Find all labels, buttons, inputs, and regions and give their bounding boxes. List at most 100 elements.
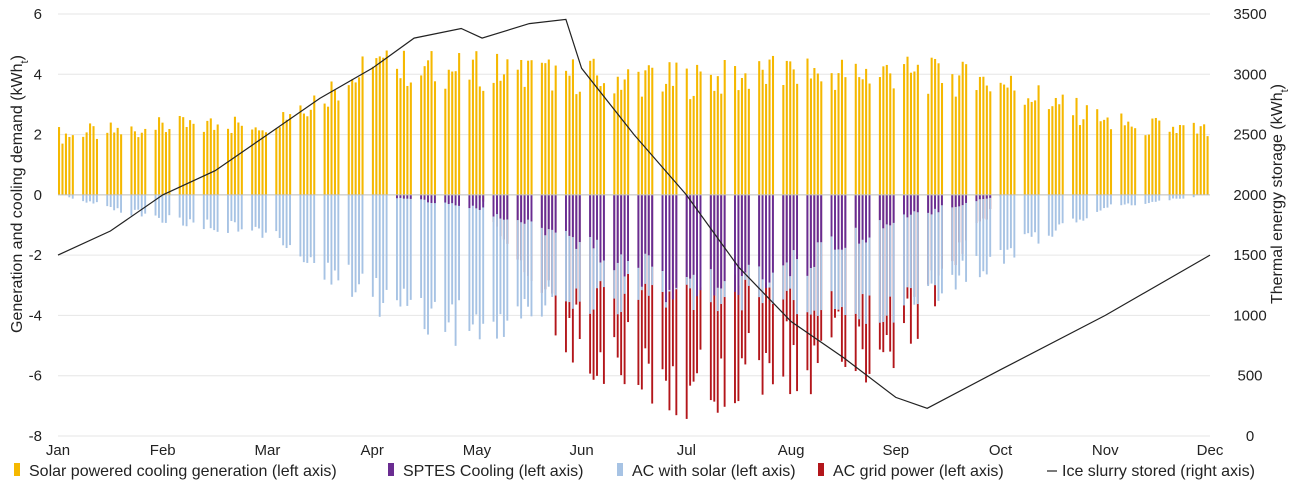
solar-bar <box>520 59 523 195</box>
ac-solar-bar <box>120 194 122 213</box>
legend-swatch <box>14 463 20 476</box>
solar-bar <box>909 72 912 195</box>
solar-bar <box>396 68 399 195</box>
ac-solar-bar <box>982 194 985 272</box>
solar-bar <box>192 123 195 195</box>
solar-bar <box>382 57 385 195</box>
sptes-bar <box>575 194 578 249</box>
sptes-bar <box>571 194 574 238</box>
ac-solar-bar <box>371 194 374 297</box>
ac-solar-bar <box>1182 194 1185 199</box>
ac-solar-bar <box>1109 194 1112 205</box>
solar-bar <box>1182 125 1185 195</box>
ac-solar-bar <box>420 194 423 298</box>
ac-solar-bar <box>109 194 112 207</box>
sptes-bar <box>716 194 719 288</box>
ac-grid-bar <box>713 194 716 402</box>
sptes-bar <box>978 194 981 200</box>
sptes-bar <box>696 194 698 297</box>
solar-bar <box>599 86 602 195</box>
solar-bar <box>620 89 623 195</box>
sptes-bar <box>544 194 547 236</box>
ac-solar-bar <box>447 194 450 323</box>
solar-bar <box>744 73 747 195</box>
sptes-bar <box>934 194 936 209</box>
ice-slurry-line-group <box>57 18 1211 409</box>
left-tick-label: -8 <box>29 428 42 445</box>
solar-bar <box>327 106 330 195</box>
solar-bar <box>1075 97 1078 195</box>
sptes-bar <box>554 194 557 233</box>
sptes-bar <box>458 194 460 206</box>
solar-bar <box>978 76 981 195</box>
solar-bar <box>640 96 643 195</box>
ac-solar-bar <box>409 194 412 300</box>
legend-item-ac_grid: AC grid power (left axis) <box>818 463 1004 480</box>
solar-bar <box>399 78 402 195</box>
ac-solar-bar <box>1054 194 1057 231</box>
ac-solar-bar <box>540 194 543 317</box>
solar-bar <box>806 58 809 195</box>
ac-solar-bar <box>306 194 309 263</box>
solar-bar <box>1058 104 1061 195</box>
solar-bar <box>137 137 140 195</box>
solar-bar <box>216 124 219 195</box>
legend-item-sptes: SPTES Cooling (left axis) <box>388 463 584 480</box>
ac-solar-bar <box>95 194 98 203</box>
solar-bar <box>1178 124 1182 195</box>
ac-solar-bar <box>1172 194 1174 199</box>
solar-bar <box>423 66 426 195</box>
solar-bar <box>792 69 795 195</box>
solar-bar <box>906 56 909 195</box>
solar-bar <box>692 95 695 195</box>
solar-bar <box>182 117 185 195</box>
solar-bar <box>161 122 164 195</box>
solar-bar <box>713 90 716 195</box>
ac-solar-bar <box>327 194 329 263</box>
ac-solar-bar <box>347 194 350 265</box>
ac-solar-bar <box>209 194 212 229</box>
solar-bar <box>1168 131 1171 195</box>
sptes-bar <box>816 194 819 243</box>
solar-bar <box>371 66 374 195</box>
sptes-bar <box>551 194 554 230</box>
ac-solar-bar <box>133 194 136 210</box>
left-axis-title: Generation and cooling demand (kWht) <box>9 55 31 333</box>
ac-solar-bar <box>161 194 164 223</box>
solar-bar <box>258 130 261 195</box>
ac-solar-bar <box>958 194 961 276</box>
solar-bar <box>982 76 985 195</box>
sptes-bar <box>789 194 792 277</box>
solar-bar <box>347 85 350 195</box>
left-tick-label: -4 <box>29 307 42 324</box>
ac-solar-bar <box>903 194 905 306</box>
solar-bar <box>420 75 423 195</box>
sptes-bar <box>451 194 454 204</box>
ac-solar-bar <box>358 194 360 285</box>
ac-solar-bar <box>1023 194 1026 235</box>
solar-bar <box>85 132 88 195</box>
solar-bar <box>958 75 961 195</box>
ac-solar-bar <box>937 194 940 301</box>
solar-bar <box>723 59 726 195</box>
solar-bar <box>530 60 533 195</box>
ac-solar-bar <box>892 194 895 323</box>
ac-solar-bar <box>844 194 847 316</box>
ac-solar-bar <box>1127 194 1130 204</box>
sptes-bar <box>502 194 505 220</box>
ac-solar-bar <box>71 194 74 199</box>
solar-bar <box>696 64 699 195</box>
ac-solar-bar <box>554 194 557 296</box>
right-tick-label: 1000 <box>1233 307 1266 324</box>
ac-solar-bar <box>185 194 188 227</box>
ac-solar-bar <box>85 194 88 203</box>
ac-solar-bar <box>264 194 267 233</box>
sptes-bar <box>744 194 747 273</box>
solar-bar <box>482 90 485 195</box>
sptes-bar <box>951 194 954 208</box>
sptes-bar <box>834 194 836 250</box>
bars <box>58 50 1209 419</box>
sptes-bar <box>961 194 964 206</box>
sptes-bar <box>903 194 905 215</box>
solar-bar <box>1030 101 1033 195</box>
